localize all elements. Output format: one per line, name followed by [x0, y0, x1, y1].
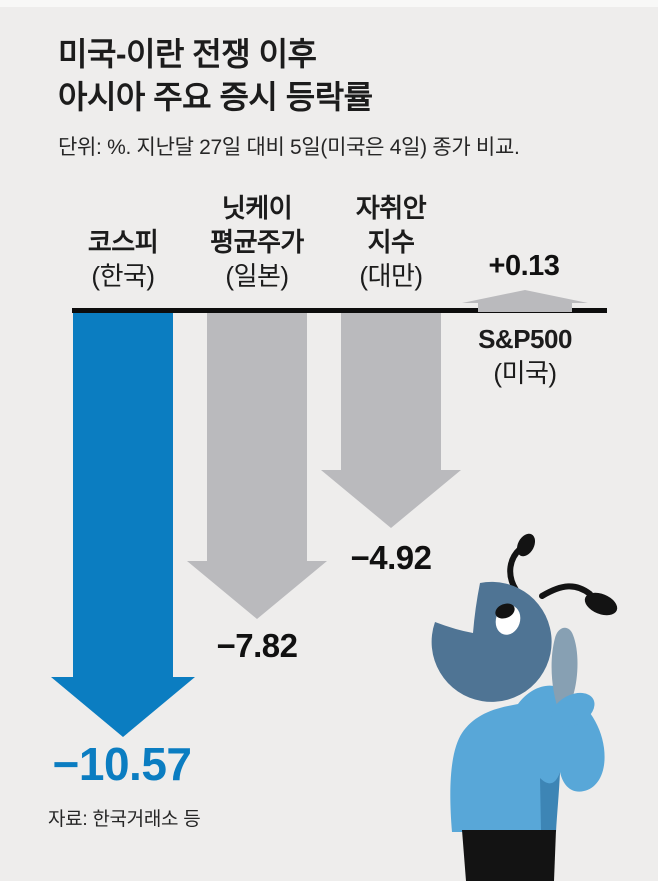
ant-head [431, 581, 552, 702]
chart-subtitle: 단위: %. 지난달 27일 대비 5일(미국은 4일) 종가 비교. [58, 136, 520, 159]
ant-pants [462, 830, 556, 881]
arrow-up-sp500 [462, 290, 588, 312]
value-nikkei: −7.82 [216, 627, 299, 664]
ant-shirt-shadow [540, 772, 560, 832]
label-kospi: 코스피 (한국) [87, 225, 159, 293]
arrow-down-kospi [51, 313, 195, 737]
label-sp500: S&P500 (미국) [478, 322, 572, 390]
ant-eye-pupil [495, 603, 515, 619]
zero-baseline-axis [72, 308, 607, 313]
label-nikkei-region: (일본) [225, 261, 289, 291]
label-nikkei-name-1: 닛케이 [221, 193, 293, 223]
ant-antenna-left [507, 546, 523, 593]
label-taiex: 자취안 지수 (대만) [355, 191, 427, 293]
label-kospi-name: 코스피 [87, 227, 159, 257]
title-line-2: 아시아 주요 증시 등락률 [58, 79, 373, 115]
arrow-down-nikkei-shape [187, 313, 327, 619]
value-kospi: −10.57 [52, 738, 192, 790]
ant-mascot-illustration [431, 533, 618, 881]
page-title: 미국-이란 전쟁 이후 아시아 주요 증시 등락률 [58, 33, 373, 119]
label-sp500-name: S&P500 [478, 324, 572, 354]
label-sp500-region: (미국) [493, 358, 557, 388]
ant-hand [551, 627, 578, 714]
value-taiex: −4.92 [350, 539, 433, 576]
value-sp500: +0.13 [488, 250, 560, 282]
arrow-down-nikkei [187, 313, 327, 619]
arrow-up-sp500-shape [462, 290, 588, 312]
arrow-down-taiex-shape [321, 313, 461, 528]
source-note: 자료: 한국거래소 등 [48, 809, 201, 830]
ant-antenna-right [539, 583, 593, 599]
ant-sleeve-cuff [551, 692, 595, 728]
arrow-down-taiex [321, 313, 461, 528]
label-taiex-name-2: 지수 [367, 227, 415, 257]
ant-antenna-right-tip-icon [584, 592, 618, 616]
label-nikkei: 닛케이 평균주가 (일본) [210, 191, 304, 293]
label-taiex-name-1: 자취안 [355, 193, 427, 223]
arrow-down-kospi-shape [51, 313, 195, 737]
label-nikkei-name-2: 평균주가 [210, 227, 304, 257]
ant-antenna-left-tip-icon [516, 533, 536, 557]
label-kospi-region: (한국) [91, 261, 155, 291]
title-line-1: 미국-이란 전쟁 이후 [58, 36, 317, 72]
top-margin-strip [0, 0, 658, 7]
label-taiex-region: (대만) [359, 261, 423, 291]
